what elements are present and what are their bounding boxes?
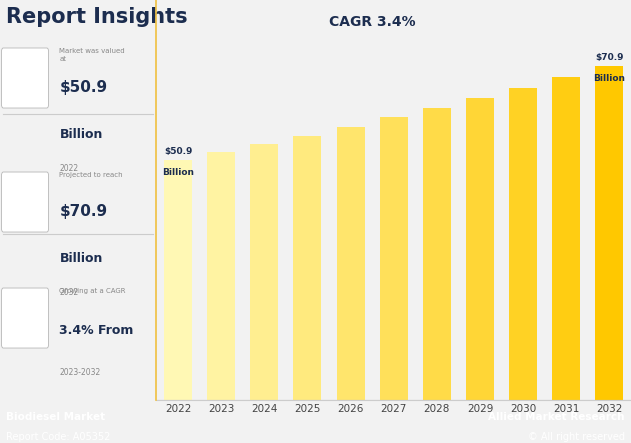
Bar bbox=[293, 136, 321, 400]
FancyBboxPatch shape bbox=[1, 172, 49, 232]
Text: 2023-2032: 2023-2032 bbox=[59, 368, 101, 377]
Text: Projected to reach: Projected to reach bbox=[59, 172, 123, 178]
FancyBboxPatch shape bbox=[1, 48, 49, 108]
Text: Billion: Billion bbox=[593, 74, 625, 83]
Bar bbox=[251, 144, 278, 400]
Bar bbox=[466, 98, 494, 400]
Bar bbox=[552, 77, 581, 400]
Text: 2022: 2022 bbox=[59, 164, 79, 173]
Text: $50.9: $50.9 bbox=[59, 80, 108, 95]
Text: Market was valued
at: Market was valued at bbox=[59, 48, 125, 62]
Text: © All right reserved: © All right reserved bbox=[528, 432, 625, 442]
Text: $70.9: $70.9 bbox=[59, 204, 108, 219]
Text: 3.4% From: 3.4% From bbox=[59, 324, 134, 337]
Text: Report Insights: Report Insights bbox=[6, 7, 188, 27]
Text: $50.9: $50.9 bbox=[164, 147, 192, 156]
Text: Allied Market Research: Allied Market Research bbox=[488, 412, 625, 422]
Bar bbox=[509, 88, 537, 400]
Bar bbox=[596, 66, 623, 400]
Text: CAGR 3.4%: CAGR 3.4% bbox=[329, 15, 415, 29]
FancyBboxPatch shape bbox=[1, 288, 49, 348]
Bar bbox=[336, 127, 365, 400]
Text: Billion: Billion bbox=[59, 128, 103, 141]
Bar bbox=[423, 108, 451, 400]
Text: Billion: Billion bbox=[59, 252, 103, 265]
Text: Biodiesel Market: Biodiesel Market bbox=[6, 412, 105, 422]
Text: Report Code: A05352: Report Code: A05352 bbox=[6, 432, 110, 442]
Text: 2032: 2032 bbox=[59, 288, 79, 297]
Text: Growing at a CAGR: Growing at a CAGR bbox=[59, 288, 126, 294]
Bar bbox=[164, 160, 192, 400]
Bar bbox=[380, 117, 408, 400]
Text: Billion: Billion bbox=[162, 168, 194, 177]
Text: $70.9: $70.9 bbox=[595, 53, 623, 62]
Bar bbox=[207, 152, 235, 400]
